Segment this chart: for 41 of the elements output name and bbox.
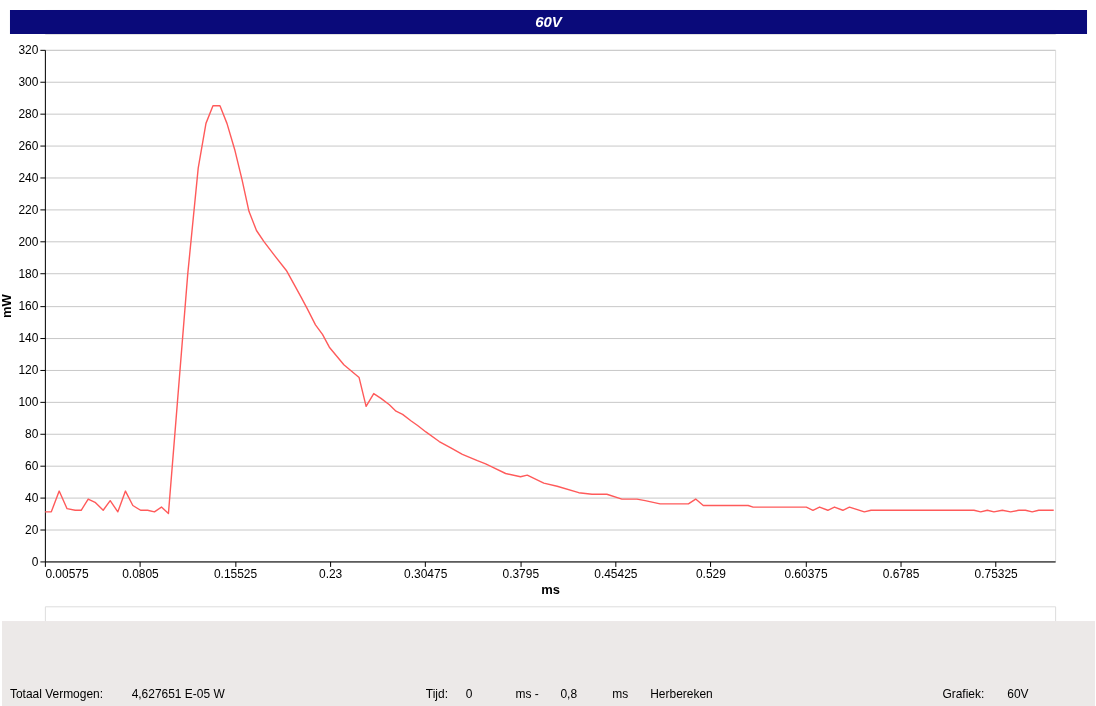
text: ms [612,687,629,702]
y-tick-label: 280 [18,107,39,122]
x-tick-label: 0.45425 [594,566,638,581]
y-tick-label: 180 [18,267,39,282]
y-tick-label: 0 [31,554,39,569]
y-tick-label: 100 [18,395,39,410]
x-tick-label: 0.30475 [404,566,448,581]
text: 60V [1007,687,1029,702]
y-tick-label: 20 [25,522,39,537]
text: Tijd: [425,687,448,702]
text: 4,627651 E-05 W [131,687,226,702]
x-tick-label: 0.75325 [974,566,1019,581]
y-tick-label: 220 [18,203,39,218]
y-tick-label: 140 [18,331,39,346]
x-axis-title: ms [541,581,560,597]
y-tick-label: 40 [25,490,39,505]
y-tick-label: 320 [18,43,39,58]
y-tick-label: 200 [18,235,39,250]
x-tick-label: 0.15525 [213,566,258,581]
text: ms - [515,687,539,702]
y-tick-label: 160 [18,299,39,314]
x-tick-label: 0.60375 [784,566,828,581]
x-tick-label: 0.00575 [45,566,89,581]
y-tick-label: 60 [25,458,39,473]
x-tick-label: 0.0805 [122,566,160,581]
chart-title: 60V [535,12,563,30]
x-tick-label: 0.23 [318,566,343,581]
y-tick-label: 80 [25,427,39,442]
y-tick-label: 300 [18,75,39,90]
x-tick-label: 0.3795 [502,566,540,581]
text: 0,8 [560,687,578,702]
text: Totaal Vermogen: [9,687,103,702]
text: 0 [465,687,473,702]
y-tick-label: 260 [18,139,39,154]
text: Herbereken [650,687,713,702]
x-tick-label: 0.6785 [882,566,920,581]
x-tick-label: 0.529 [695,566,727,581]
y-tick-label: 240 [18,171,39,186]
y-tick-label: 120 [18,363,39,378]
y-axis-title: mW [0,293,15,319]
text: Grafiek: [942,687,985,702]
